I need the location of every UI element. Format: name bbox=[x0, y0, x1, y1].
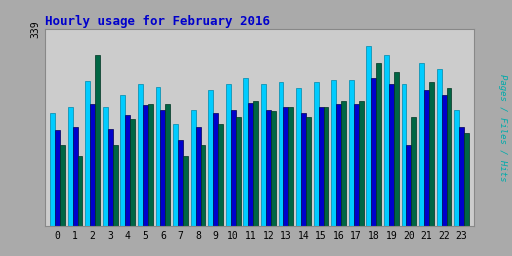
Bar bbox=[446, 88, 452, 226]
Bar bbox=[218, 124, 223, 226]
Bar bbox=[318, 107, 324, 226]
Bar bbox=[394, 72, 399, 226]
Bar bbox=[130, 119, 135, 226]
Bar bbox=[354, 104, 359, 226]
Bar bbox=[261, 84, 266, 226]
Bar bbox=[50, 113, 55, 226]
Bar bbox=[459, 127, 464, 226]
Bar bbox=[148, 104, 153, 226]
Bar bbox=[77, 156, 82, 226]
Bar bbox=[331, 80, 336, 226]
Bar bbox=[143, 105, 148, 226]
Bar bbox=[389, 84, 394, 226]
Bar bbox=[279, 82, 284, 226]
Bar bbox=[464, 133, 469, 226]
Bar bbox=[113, 145, 118, 226]
Bar bbox=[236, 117, 241, 226]
Bar bbox=[248, 103, 253, 226]
Bar bbox=[341, 101, 346, 226]
Bar bbox=[442, 95, 446, 226]
Bar bbox=[108, 129, 113, 226]
Bar bbox=[424, 90, 429, 226]
Bar bbox=[429, 82, 434, 226]
Bar bbox=[324, 107, 329, 226]
Bar bbox=[201, 145, 205, 226]
Bar bbox=[178, 140, 183, 226]
Bar bbox=[196, 127, 201, 226]
Bar bbox=[349, 80, 354, 226]
Bar bbox=[183, 156, 188, 226]
Bar bbox=[376, 63, 381, 226]
Bar bbox=[271, 111, 276, 226]
Bar bbox=[231, 110, 236, 226]
Bar bbox=[55, 130, 60, 226]
Bar bbox=[288, 107, 293, 226]
Bar bbox=[419, 63, 424, 226]
Bar bbox=[336, 104, 341, 226]
Bar bbox=[103, 107, 108, 226]
Bar bbox=[306, 117, 311, 226]
Bar bbox=[125, 115, 130, 226]
Bar bbox=[60, 145, 65, 226]
Bar bbox=[173, 124, 178, 226]
Bar bbox=[454, 110, 459, 226]
Bar bbox=[296, 88, 301, 226]
Bar bbox=[412, 117, 416, 226]
Bar bbox=[407, 145, 412, 226]
Bar bbox=[160, 110, 165, 226]
Bar bbox=[437, 69, 442, 226]
Bar bbox=[384, 55, 389, 226]
Bar bbox=[68, 107, 73, 226]
Bar bbox=[253, 101, 258, 226]
Bar bbox=[95, 55, 100, 226]
Bar bbox=[226, 84, 231, 226]
Bar bbox=[213, 113, 218, 226]
Bar bbox=[284, 107, 288, 226]
Bar bbox=[314, 82, 318, 226]
Bar bbox=[165, 104, 170, 226]
Bar bbox=[367, 46, 371, 226]
Bar bbox=[208, 90, 213, 226]
Text: Hourly usage for February 2016: Hourly usage for February 2016 bbox=[45, 15, 270, 28]
Bar bbox=[301, 113, 306, 226]
Bar bbox=[190, 110, 196, 226]
Text: Pages / Files / Hits: Pages / Files / Hits bbox=[498, 74, 507, 182]
Bar bbox=[138, 84, 143, 226]
Bar bbox=[73, 127, 77, 226]
Bar bbox=[401, 84, 407, 226]
Bar bbox=[371, 78, 376, 226]
Bar bbox=[243, 78, 248, 226]
Bar bbox=[120, 95, 125, 226]
Bar bbox=[266, 110, 271, 226]
Bar bbox=[156, 87, 160, 226]
Bar bbox=[86, 81, 90, 226]
Bar bbox=[359, 101, 364, 226]
Bar bbox=[90, 104, 95, 226]
